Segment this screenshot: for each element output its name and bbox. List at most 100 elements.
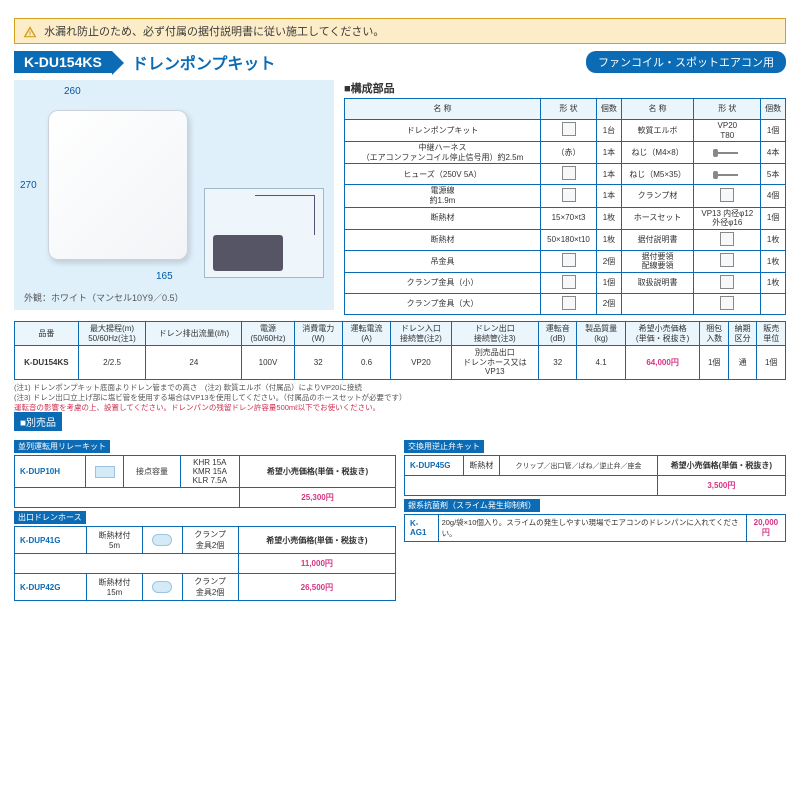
spec-td: 1個: [757, 346, 786, 380]
model-badge: K-DU154KS: [14, 51, 112, 73]
parts-cell: 1枚: [597, 229, 622, 250]
parts-cell: 1枚: [761, 229, 786, 250]
warning-icon: [23, 25, 37, 39]
acc-price: 3,500円: [657, 476, 785, 496]
parts-cell: ドレンポンプキット: [345, 120, 541, 142]
parts-panel: ■構成部品 名 称 形 状 個数 名 称 形 状 個数 ドレンポンプキット1台軟…: [344, 80, 786, 315]
acc-price-head: 希望小売価格(単価・税抜き): [657, 456, 785, 476]
parts-cell: 1個: [761, 207, 786, 229]
shape-icon: [562, 275, 576, 289]
parts-cell: [694, 294, 761, 315]
spec-td: 1個: [700, 346, 728, 380]
spec-td: 0.6: [342, 346, 390, 380]
acc-model: K-DUP45G: [405, 456, 464, 476]
acc-sub-antibac: 銀系抗菌剤（スライム発生抑制剤）: [404, 499, 540, 512]
parts-cell: 4本: [761, 142, 786, 164]
notes: (注1) ドレンポンプキット底面よりドレン管までの高さ (注2) 軟質エルボ（付…: [14, 383, 786, 412]
parts-cell: 1本: [597, 185, 622, 207]
acc-spec: KHR 15A KMR 15A KLR 7.5A: [180, 456, 239, 488]
acc-table-valve: K-DUP45G 断熱材 クリップ／出口管／ばね／逆止弁／座金 希望小売価格(単…: [404, 455, 786, 496]
parts-cell: [540, 250, 596, 272]
acc-desc: 断熱材: [463, 456, 500, 476]
spec-th: ドレン排出流量(ℓ/h): [146, 322, 242, 346]
acc-desc: 断熱材付 5m: [86, 527, 143, 554]
acc-col-right: 交換用逆止弁キット K-DUP45G 断熱材 クリップ／出口管／ばね／逆止弁／座…: [404, 437, 786, 601]
parts-cell: クランプ金具（大）: [345, 294, 541, 315]
acc-shape: [143, 527, 182, 554]
spec-th: 運転電流 (A): [342, 322, 390, 346]
parts-cell: 1本: [597, 142, 622, 164]
parts-cell: 中継ハーネス （エアコンファンコイル停止信号用）約2.5m: [345, 142, 541, 164]
acc-sub-relay: 並列運転用リレーキット: [14, 440, 110, 453]
parts-cell: 2個: [597, 294, 622, 315]
parts-cell: 断熱材: [345, 229, 541, 250]
table-row: 断熱材50×180×t101枚据付説明書1枚: [345, 229, 786, 250]
acc-spec: クリップ／出口管／ばね／逆止弁／座金: [500, 456, 657, 476]
shape-icon: [720, 232, 734, 246]
acc-table-hose: K-DUP41G 断熱材付 5m クランプ 金具2個 希望小売価格(単価・税抜き…: [14, 526, 396, 601]
parts-cell: 1枚: [761, 273, 786, 294]
acc-shape: [85, 456, 124, 488]
spec-td: 32: [294, 346, 342, 380]
table-row: K-AG1 20g/袋×10個入り。スライムの発生しやすい現場でエアコンのドレン…: [405, 515, 786, 542]
parts-cell: 取扱説明書: [621, 273, 694, 294]
parts-cell: クランプ金具（小）: [345, 273, 541, 294]
shape-icon: [562, 253, 576, 267]
warning-text: 水漏れ防止のため、必ず付属の据付説明書に従い施工してください。: [44, 26, 384, 38]
parts-cell: [621, 294, 694, 315]
acc-price-head: 希望小売価格(単価・税抜き): [238, 527, 395, 554]
spec-td: 64,000円: [625, 346, 700, 380]
note-3: 運転音の影響を考慮の上、設置してください。ドレンパンの残留ドレン許容量500mℓ…: [14, 403, 786, 413]
product-image-panel: 260 270 165 外観：ホワイト（マンセル10Y9／0.5）: [14, 80, 334, 310]
parts-cell: 1本: [597, 164, 622, 185]
hose-icon: [152, 581, 172, 593]
parts-cell: 1枚: [597, 207, 622, 229]
parts-cell: [694, 229, 761, 250]
shape-icon: [720, 253, 734, 267]
spec-td: 100V: [242, 346, 294, 380]
parts-th: 形 状: [694, 99, 761, 120]
parts-cell: [540, 273, 596, 294]
appearance-text: 外観：ホワイト（マンセル10Y9／0.5）: [24, 291, 184, 304]
parts-cell: VP20 T80: [694, 120, 761, 142]
acc-col-left: 並列運転用リレーキット K-DUP10H 接点容量 KHR 15A KMR 15…: [14, 437, 396, 601]
product-render: [48, 110, 188, 260]
parts-cell: ねじ（M5×35）: [621, 164, 694, 185]
shape-icon: [562, 188, 576, 202]
spec-th: 納期 区分: [728, 322, 756, 346]
spec-td: 2/2.5: [78, 346, 146, 380]
acc-desc: 断熱材付 15m: [86, 574, 143, 601]
acc-price: 26,500円: [238, 574, 395, 601]
acc-spec: クランプ 金具2個: [182, 574, 238, 601]
parts-cell: （赤）: [540, 142, 596, 164]
parts-cell: 4個: [761, 185, 786, 207]
table-row: ドレンポンプキット1台軟質エルボVP20 T801個: [345, 120, 786, 142]
acc-model: K-DUP10H: [15, 456, 86, 488]
acc-model: K-DUP41G: [15, 527, 87, 554]
parts-cell: 2個: [597, 250, 622, 272]
acc-shape: [143, 574, 182, 601]
acc-price-head: 希望小売価格(単価・税抜き): [240, 456, 396, 488]
spec-head-row: 品番最大揚程(m) 50/60Hz(注1)ドレン排出流量(ℓ/h)電源 (50/…: [15, 322, 786, 346]
parts-cell: [694, 250, 761, 272]
spec-td: 24: [146, 346, 242, 380]
acc-desc: 接点容量: [124, 456, 180, 488]
spec-th: 電源 (50/60Hz): [242, 322, 294, 346]
parts-cell: クランプ材: [621, 185, 694, 207]
spec-th: 運転音 (dB): [539, 322, 577, 346]
acc-sub-valve: 交換用逆止弁キット: [404, 440, 484, 453]
use-badge: ファンコイル・スポットエアコン用: [586, 51, 786, 73]
note-2: (注3) ドレン出口立上げ部に塩ビ管を使用する場合はVP13を使用してください。…: [14, 393, 786, 403]
spec-td: VP20: [391, 346, 451, 380]
shape-icon: [716, 152, 738, 154]
parts-th: 個数: [761, 99, 786, 120]
accessory-header: ■別売品: [14, 412, 62, 431]
table-row: K-DUP41G 断熱材付 5m クランプ 金具2個 希望小売価格(単価・税抜き…: [15, 527, 396, 554]
parts-cell: ヒューズ（250V 5A）: [345, 164, 541, 185]
table-row: ヒューズ（250V 5A）1本ねじ（M5×35）5本: [345, 164, 786, 185]
hose-icon: [152, 534, 172, 546]
parts-cell: [694, 142, 761, 164]
parts-cell: [540, 294, 596, 315]
spec-table: 品番最大揚程(m) 50/60Hz(注1)ドレン排出流量(ℓ/h)電源 (50/…: [14, 321, 786, 380]
shape-icon: [562, 296, 576, 310]
